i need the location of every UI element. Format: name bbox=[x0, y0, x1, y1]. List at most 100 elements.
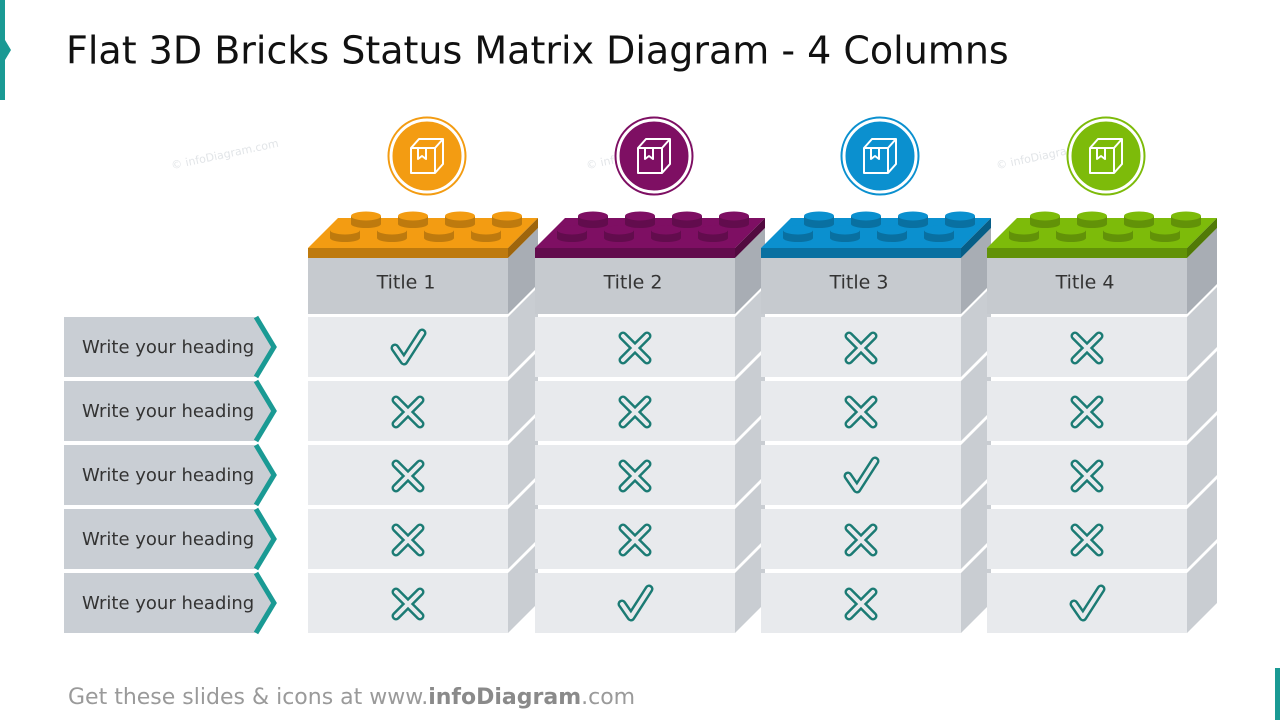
status-check bbox=[390, 328, 427, 366]
brick-stud-base bbox=[424, 234, 454, 242]
row-heading: Write your heading bbox=[82, 593, 254, 614]
column-icon-ring bbox=[387, 116, 467, 196]
cell-side bbox=[735, 543, 765, 633]
box-icon-tape bbox=[870, 148, 880, 160]
brick-stud-base bbox=[924, 234, 954, 242]
brick-stud-top bbox=[924, 225, 954, 235]
brick-side bbox=[735, 218, 765, 258]
brick-stud-top bbox=[604, 225, 634, 235]
cross-inner bbox=[394, 398, 422, 426]
box-icon bbox=[863, 138, 897, 174]
cross-inner bbox=[394, 526, 422, 554]
status-cross bbox=[391, 587, 425, 621]
check-inner bbox=[620, 587, 651, 619]
cross-inner bbox=[1073, 526, 1101, 554]
brick-stud-base bbox=[604, 234, 634, 242]
status-check bbox=[617, 584, 654, 622]
cell-side bbox=[1187, 479, 1217, 569]
heading-chevron bbox=[253, 507, 277, 571]
brick-stud-top bbox=[945, 211, 975, 221]
brick-stud-base bbox=[351, 220, 381, 228]
cross-inner bbox=[1073, 462, 1101, 490]
brick-stud-top bbox=[830, 225, 860, 235]
status-cross bbox=[844, 523, 878, 557]
brick-stud-base bbox=[719, 220, 749, 228]
footer-suffix: .com bbox=[581, 685, 635, 710]
brick-stud-base bbox=[783, 234, 813, 242]
brick-stud-top bbox=[424, 225, 454, 235]
brick-side bbox=[961, 218, 991, 258]
cross-inner bbox=[847, 334, 875, 362]
brick-stud-base bbox=[1056, 234, 1086, 242]
cell-side bbox=[735, 287, 765, 377]
check-inner bbox=[393, 331, 424, 363]
cell-side bbox=[961, 415, 991, 505]
brick-stud-top bbox=[1171, 211, 1201, 221]
brick-stud-base bbox=[851, 220, 881, 228]
brick-stud-base bbox=[330, 234, 360, 242]
heading-chevron bbox=[253, 315, 277, 379]
heading-arrow bbox=[64, 317, 274, 377]
status-cross bbox=[618, 523, 652, 557]
check-inner bbox=[1072, 587, 1103, 619]
column-title: Title 2 bbox=[603, 272, 663, 294]
cross-inner bbox=[1073, 398, 1101, 426]
brick-stud-base bbox=[945, 220, 975, 228]
cell-side bbox=[961, 287, 991, 377]
status-cross bbox=[618, 331, 652, 365]
brick-stud-base bbox=[672, 220, 702, 228]
brick-stud-base bbox=[578, 220, 608, 228]
cell-side bbox=[961, 351, 991, 441]
status-check bbox=[1069, 584, 1106, 622]
title-side bbox=[735, 228, 765, 314]
brick-stud-top bbox=[625, 211, 655, 221]
heading-arrow bbox=[64, 509, 274, 569]
brick-stud-top bbox=[698, 225, 728, 235]
brick-stud-base bbox=[1150, 234, 1180, 242]
brick-stud-top bbox=[877, 225, 907, 235]
brick-front bbox=[308, 248, 508, 258]
box-icon-tape bbox=[417, 148, 427, 160]
title-cell bbox=[987, 258, 1187, 314]
status-cross bbox=[391, 523, 425, 557]
column-icon-ring bbox=[840, 116, 920, 196]
footer-prefix: Get these slides & icons at www. bbox=[68, 685, 428, 710]
brick-stud-base bbox=[625, 220, 655, 228]
brick-stud-top bbox=[1056, 225, 1086, 235]
cross-inner bbox=[621, 334, 649, 362]
cell-side bbox=[1187, 543, 1217, 633]
box-icon-tape bbox=[1096, 148, 1106, 160]
row-heading: Write your heading bbox=[82, 529, 254, 550]
brick-side bbox=[508, 218, 538, 258]
status-check bbox=[843, 456, 880, 494]
status-cross bbox=[1070, 395, 1104, 429]
brick-stud-base bbox=[377, 234, 407, 242]
brick-stud-base bbox=[830, 234, 860, 242]
cell-side bbox=[1187, 351, 1217, 441]
heading-chevron bbox=[253, 379, 277, 443]
footer-brand: infoDiagram bbox=[428, 685, 581, 710]
brick-stud-top bbox=[330, 225, 360, 235]
status-cross bbox=[618, 395, 652, 429]
title-cell bbox=[761, 258, 961, 314]
cell-side bbox=[508, 351, 538, 441]
brick-stud-top bbox=[1009, 225, 1039, 235]
title: Flat 3D Bricks Status Matrix Diagram - 4… bbox=[66, 29, 1009, 73]
brick-stud-base bbox=[651, 234, 681, 242]
brick-stud-base bbox=[445, 220, 475, 228]
brick-stud-base bbox=[1124, 220, 1154, 228]
brick-stud-top bbox=[851, 211, 881, 221]
heading-chevron bbox=[253, 443, 277, 507]
brick-stud-base bbox=[398, 220, 428, 228]
brick-stud-top bbox=[1124, 211, 1154, 221]
brick-stud-top bbox=[471, 225, 501, 235]
cross-inner bbox=[621, 526, 649, 554]
brick-stud-top bbox=[398, 211, 428, 221]
cell-side bbox=[735, 415, 765, 505]
status-cross bbox=[618, 459, 652, 493]
cell-side bbox=[961, 543, 991, 633]
box-icon bbox=[1089, 138, 1123, 174]
column-title: Title 3 bbox=[829, 272, 889, 294]
watermark: © infoDiagram.com bbox=[170, 137, 280, 172]
